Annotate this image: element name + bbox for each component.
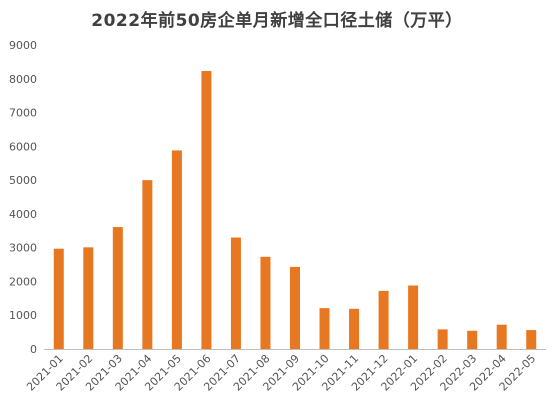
y-tick-label: 1000 bbox=[9, 309, 37, 322]
y-tick-label: 8000 bbox=[9, 73, 37, 86]
bar-2021-10 bbox=[319, 308, 330, 349]
bar-2021-05 bbox=[171, 150, 182, 349]
bar-2022-01 bbox=[408, 285, 419, 349]
bar-2022-05 bbox=[526, 330, 537, 349]
chart-title: 2022年前50房企单月新增全口径土储（万平） bbox=[91, 11, 463, 31]
y-tick-label: 4000 bbox=[9, 208, 37, 221]
y-tick-label: 5000 bbox=[9, 174, 37, 187]
bar-2021-07 bbox=[230, 237, 241, 349]
y-tick-label: 9000 bbox=[9, 39, 37, 52]
bar-2021-08 bbox=[260, 256, 271, 349]
bar-2022-02 bbox=[437, 329, 448, 349]
y-tick-label: 3000 bbox=[9, 242, 37, 255]
bar-2021-06 bbox=[201, 71, 212, 350]
bar-2022-04 bbox=[496, 324, 507, 349]
y-axis: 0 1000 2000 3000 4000 5000 6000 7000 8000 9000 bbox=[9, 39, 37, 356]
y-tick-label: 7000 bbox=[9, 107, 37, 120]
bars bbox=[53, 71, 537, 350]
bar-2022-03 bbox=[467, 330, 478, 349]
y-tick-label: 2000 bbox=[9, 275, 37, 288]
bar-2021-12 bbox=[378, 290, 389, 349]
bar-2021-11 bbox=[349, 308, 360, 349]
bar-2021-02 bbox=[83, 247, 94, 349]
bar-2021-04 bbox=[142, 180, 153, 349]
bar-2021-01 bbox=[53, 248, 64, 349]
bar-2021-03 bbox=[112, 227, 123, 349]
y-tick-label: 6000 bbox=[9, 140, 37, 153]
x-axis: 2021-012021-022021-032021-042021-052021-… bbox=[24, 352, 538, 394]
y-tick-label: 0 bbox=[30, 343, 37, 356]
bar-2021-09 bbox=[290, 266, 300, 349]
